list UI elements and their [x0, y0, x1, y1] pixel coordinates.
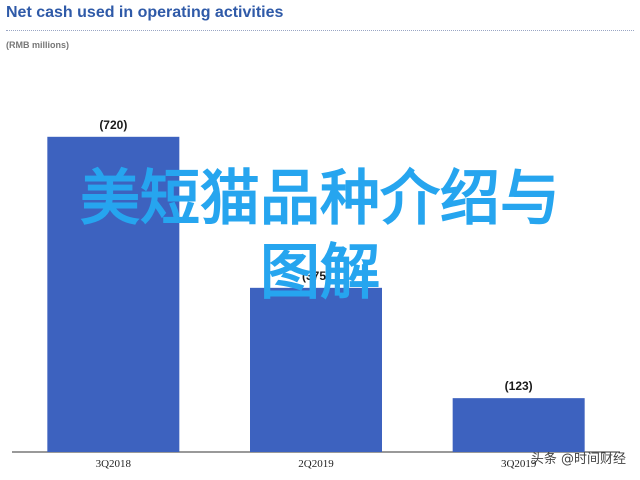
title-divider: [6, 30, 634, 31]
x-tick-label-3Q2019: 3Q2019: [501, 458, 537, 470]
data-label-3Q2018: (720): [99, 118, 127, 132]
x-tick-label-2Q2019: 2Q2019: [298, 458, 334, 470]
x-tick-label-3Q2018: 3Q2018: [96, 458, 132, 470]
bar-3Q2018: [47, 136, 180, 453]
chart-title: Net cash used in operating activities: [6, 4, 284, 21]
chart-subtitle: (RMB millions): [6, 40, 69, 50]
bar-2Q2019: [250, 287, 382, 452]
watermark: 头条 @时间财经: [530, 452, 626, 467]
data-label-3Q2019: (123): [505, 379, 533, 393]
data-label-2Q2019: (375): [302, 269, 330, 283]
bar-3Q2019: [452, 398, 585, 452]
